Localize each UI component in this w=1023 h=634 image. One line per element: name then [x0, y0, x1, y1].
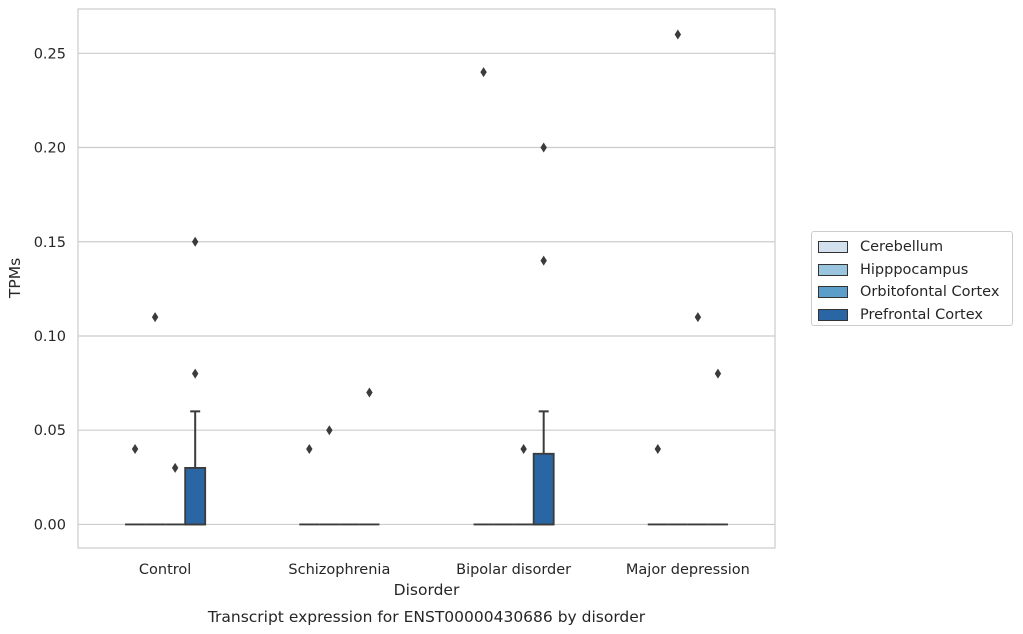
legend-item: Orbitofontal Cortex [818, 281, 1012, 304]
box-hipppocampus [667, 29, 688, 526]
outlier-point [326, 425, 333, 436]
box-orbitofontal-cortex [513, 444, 534, 526]
legend-item: Prefrontal Cortex [818, 304, 1012, 327]
box-cerebellum [125, 444, 146, 526]
x-axis-label: Disorder [394, 581, 460, 599]
box-cerebellum [299, 444, 320, 526]
outlier-point [191, 236, 199, 247]
legend-swatch [818, 263, 848, 276]
legend-item: Cerebellum [818, 236, 1012, 259]
legend-label: Hipppocampus [860, 261, 969, 278]
outlier-point [540, 255, 547, 266]
outlier-point [714, 368, 722, 379]
box-prefrontal-cortex [707, 368, 728, 526]
y-tick-label: 0.05 [34, 423, 66, 439]
box-groups [125, 29, 728, 526]
x-tick-label: Schizophrenia [288, 562, 390, 578]
y-gridlines [78, 52, 775, 526]
legend-swatch [818, 308, 848, 321]
box-body [184, 467, 207, 526]
box-hipppocampus [319, 425, 340, 526]
y-axis-label: TPMs [6, 258, 24, 299]
x-tick-label: Control [139, 562, 191, 578]
legend-item: Hipppocampus [818, 259, 1012, 282]
box-body [532, 452, 555, 526]
outlier-point [131, 444, 139, 455]
outlier-point [480, 67, 487, 78]
y-tick-label: 0.10 [34, 329, 66, 345]
legend-label: Cerebellum [860, 239, 944, 256]
box-cerebellum [647, 444, 668, 526]
box-prefrontal-cortex [532, 142, 555, 526]
legend-swatch [818, 286, 848, 299]
outlier-point [520, 444, 527, 455]
outlier-point [654, 444, 662, 455]
outlier-point [366, 387, 373, 398]
outlier-point [306, 444, 313, 455]
y-tick-label: 0.20 [34, 141, 66, 157]
legend-swatch [818, 241, 848, 254]
y-tick-label: 0.00 [34, 517, 66, 533]
y-tick-labels: 0.00 0.05 0.10 0.15 0.20 0.25 [34, 46, 66, 533]
outlier-point [694, 312, 702, 323]
x-tick-labels: Control Schizophrenia Bipolar disorder Majo… [139, 562, 750, 578]
chart-title: Transcript expression for ENST0000043068… [207, 608, 646, 626]
box-prefrontal-cortex [184, 236, 207, 526]
x-tick-label: Bipolar disorder [456, 562, 571, 578]
box-hipppocampus [145, 312, 166, 526]
y-tick-label: 0.25 [34, 46, 66, 62]
outlier-point [191, 368, 199, 379]
legend: Cerebellum Hipppocampus Orbitofontal Corte… [811, 231, 1013, 326]
plot-area-frame [77, 8, 776, 549]
y-tick-label: 0.15 [34, 235, 66, 251]
outlier-point [674, 29, 682, 40]
outlier-point [171, 462, 179, 473]
box-prefrontal-cortex [359, 387, 380, 526]
outlier-point [540, 142, 547, 153]
legend-label: Orbitofontal Cortex [860, 284, 1000, 301]
legend-label: Prefrontal Cortex [860, 306, 983, 323]
box-orbitofontal-cortex [165, 462, 186, 526]
outlier-point [151, 312, 159, 323]
box-orbitofontal-cortex [687, 312, 708, 526]
x-tick-label: Major depression [626, 562, 750, 578]
box-cerebellum [473, 67, 494, 526]
